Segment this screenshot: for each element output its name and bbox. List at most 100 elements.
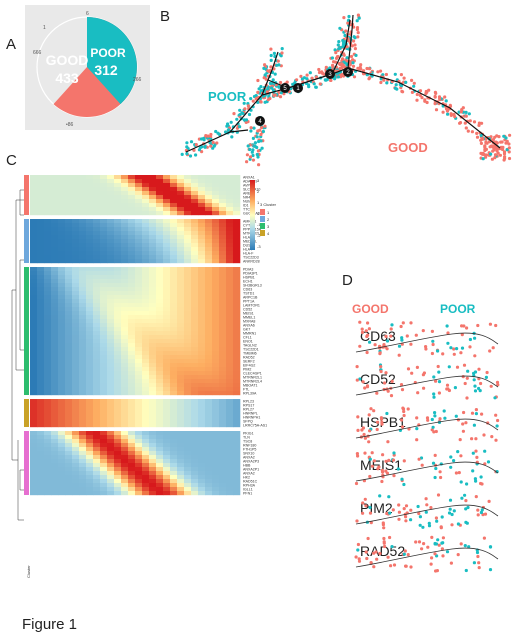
heatmap-cell <box>30 463 38 468</box>
cell-point <box>460 324 464 328</box>
heatmap-cell <box>44 279 52 284</box>
heatmap-cell <box>135 391 143 396</box>
cell-point <box>494 323 498 328</box>
heatmap-cell <box>93 179 101 184</box>
heatmap-cell <box>30 415 38 420</box>
cell-point <box>493 135 497 139</box>
heatmap-cell <box>205 403 213 408</box>
heatmap-cell <box>30 203 38 208</box>
heatmap-cell <box>191 387 199 392</box>
cell-point <box>490 435 494 439</box>
cell-point <box>382 343 386 347</box>
heatmap-cell <box>198 463 206 468</box>
heatmap-cell <box>184 431 192 436</box>
heatmap-cell <box>86 479 94 484</box>
heatmap-cell <box>135 199 143 204</box>
heatmap-cell <box>205 227 213 232</box>
heatmap-cell <box>121 435 129 440</box>
heatmap-cell <box>198 335 206 340</box>
heatmap-cell <box>191 431 199 436</box>
heatmap-cell <box>191 367 199 372</box>
heatmap-cell <box>93 315 101 320</box>
heatmap-cell <box>121 303 129 308</box>
heatmap-cell <box>149 379 157 384</box>
cell-point <box>422 386 426 390</box>
cell-point <box>276 59 280 63</box>
cell-point <box>414 333 418 337</box>
heatmap-cell <box>58 211 66 216</box>
heatmap-cell <box>205 339 213 344</box>
heatmap-cell <box>198 191 206 196</box>
cell-point <box>418 89 423 93</box>
cell-point <box>421 525 425 529</box>
gene-label: SFPQ <box>243 419 253 423</box>
heatmap-cell <box>170 259 178 264</box>
cell-point <box>360 330 365 334</box>
heatmap-cell <box>163 303 171 308</box>
heatmap-cell <box>226 187 234 192</box>
cell-point <box>308 71 312 75</box>
heatmap-cell <box>135 423 143 428</box>
heatmap-cell <box>58 471 66 476</box>
heatmap-cell <box>79 283 87 288</box>
heatmap-cell <box>219 343 227 348</box>
heatmap-cell <box>121 375 129 380</box>
pie-tick-top: 6 <box>86 11 89 17</box>
cell-point <box>409 518 413 522</box>
heatmap-cell <box>219 387 227 392</box>
heatmap-cell <box>135 239 143 244</box>
heatmap-cell <box>79 471 87 476</box>
heatmap-cell <box>191 439 199 444</box>
heatmap-cell <box>177 227 185 232</box>
heatmap-cell <box>233 227 241 232</box>
heatmap-cell <box>212 183 220 188</box>
heatmap-cell <box>86 487 94 492</box>
heatmap-cell <box>51 207 59 212</box>
heatmap-cell <box>198 315 206 320</box>
heatmap-cell <box>86 199 94 204</box>
heatmap-cell <box>135 291 143 296</box>
heatmap-cell <box>107 275 115 280</box>
heatmap-cell <box>72 303 80 308</box>
heatmap-cell <box>142 195 150 200</box>
cell-point <box>475 455 479 459</box>
heatmap-cell <box>79 343 87 348</box>
heatmap-cell <box>233 251 241 256</box>
cell-point <box>484 153 488 157</box>
heatmap-cell <box>226 467 234 472</box>
heatmap-cell <box>121 211 129 216</box>
heatmap-cell <box>226 371 234 376</box>
heatmap-cell <box>233 403 241 408</box>
heatmap-cell <box>149 491 157 496</box>
cell-point <box>390 323 394 327</box>
heatmap-cell <box>184 479 192 484</box>
heatmap-cell <box>163 375 171 380</box>
heatmap-cell <box>233 219 241 224</box>
heatmap-cell <box>198 379 206 384</box>
heatmap-cell <box>65 487 73 492</box>
heatmap-cell <box>107 175 115 180</box>
cell-point <box>441 554 445 558</box>
cell-point <box>343 33 347 38</box>
heatmap-cell <box>72 391 80 396</box>
heatmap-cell <box>198 183 206 188</box>
heatmap-cell <box>156 199 164 204</box>
heatmap-cell <box>86 419 94 424</box>
heatmap-cell <box>114 295 122 300</box>
cell-point <box>387 458 391 462</box>
heatmap-cell <box>65 271 73 276</box>
heatmap-cell <box>219 487 227 492</box>
heatmap-cell <box>51 383 59 388</box>
heatmap-cell <box>233 455 241 460</box>
heatmap-cell <box>233 383 241 388</box>
cell-point <box>368 474 372 479</box>
cell-point <box>348 63 352 67</box>
cell-point <box>361 380 365 384</box>
cell-point <box>248 147 252 152</box>
heatmap-cell <box>170 191 178 196</box>
heatmap-cell <box>226 239 234 244</box>
heatmap-cell <box>233 407 241 412</box>
cell-point <box>235 117 239 121</box>
heatmap-cell <box>156 295 164 300</box>
cell-point <box>388 535 392 540</box>
